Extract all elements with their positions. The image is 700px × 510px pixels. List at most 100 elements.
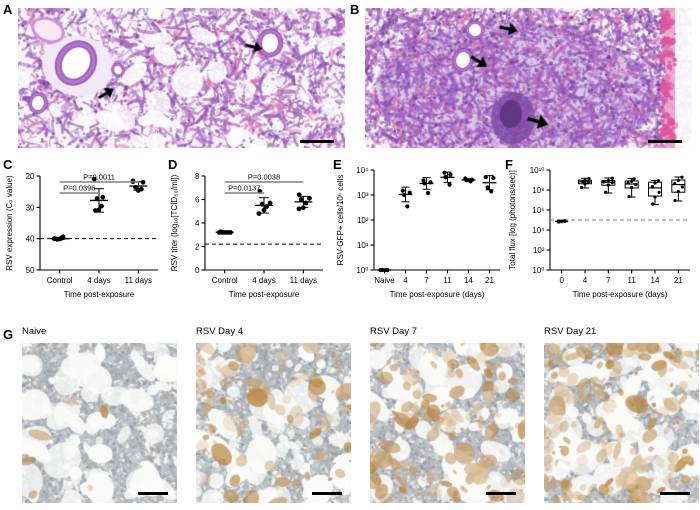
- data-point: [296, 192, 302, 198]
- data-point: [580, 185, 584, 190]
- data-point: [634, 182, 638, 187]
- data-point: [383, 267, 389, 273]
- pvalue-label: P=0.0396: [63, 184, 95, 193]
- y-axis-title: RSV titer (log₁₀[TCID₅₀/ml]): [170, 174, 179, 271]
- data-point: [630, 185, 634, 190]
- data-point: [485, 185, 490, 190]
- data-point: [447, 182, 452, 187]
- panel-label-d: D: [168, 157, 178, 172]
- panel-a-scale-bar: [300, 140, 334, 143]
- data-point: [680, 175, 684, 179]
- data-point: [630, 179, 634, 183]
- data-point: [57, 236, 63, 242]
- data-point: [606, 183, 610, 187]
- data-point: [656, 179, 660, 183]
- x-tick-label: 7: [606, 276, 611, 285]
- data-point: [222, 230, 228, 235]
- data-point: [93, 208, 98, 213]
- panel-g-image-rsv-day-21: [544, 343, 699, 503]
- data-point: [91, 176, 97, 182]
- x-tick-label: 4: [583, 276, 588, 285]
- data-point: [610, 180, 614, 185]
- panel-a-histology-image: [18, 8, 345, 148]
- panel-label-f: F: [505, 157, 513, 172]
- y-tick-label: 0: [195, 266, 200, 275]
- y-tick-label: 50: [26, 266, 35, 275]
- x-axis-title: Time post-exposure (days): [573, 290, 668, 299]
- y-tick-label: 10²: [357, 216, 369, 225]
- data-point: [267, 200, 273, 206]
- data-point: [400, 188, 405, 193]
- data-point: [626, 181, 630, 185]
- y-tick-label: 20: [26, 172, 35, 181]
- data-point: [651, 202, 655, 206]
- data-point: [650, 184, 655, 189]
- data-point: [489, 189, 494, 194]
- data-point: [657, 190, 661, 194]
- panel-label-a: A: [3, 2, 13, 17]
- y-tick-label: 10⁸: [532, 186, 544, 195]
- data-point: [448, 172, 453, 177]
- data-point: [676, 178, 680, 183]
- x-tick-label: Control: [47, 276, 73, 285]
- x-tick-label: 11: [443, 276, 452, 285]
- data-point: [653, 181, 657, 185]
- panel-label-b: B: [350, 2, 360, 17]
- x-tick-label: 21: [674, 276, 683, 285]
- data-point: [604, 190, 608, 194]
- data-point: [133, 184, 138, 190]
- panel-c-chart: 20 30 40 50 Control 4 days 11 days RSV expressi…: [0, 160, 175, 308]
- y-tick-label: 30: [26, 203, 35, 212]
- x-tick-label: 14: [464, 276, 473, 285]
- data-point: [261, 207, 267, 213]
- panel-label-g: G: [3, 327, 14, 342]
- x-tick-label: 11: [628, 276, 637, 285]
- data-point: [562, 219, 567, 223]
- data-point: [307, 195, 312, 201]
- y-tick-label: 10⁴: [356, 166, 369, 175]
- data-point: [443, 174, 448, 180]
- x-axis-title: Time post-exposure (days): [390, 290, 485, 299]
- panel-b-scale-bar: [648, 140, 682, 143]
- x-tick-label: 7: [424, 276, 429, 285]
- data-point: [99, 203, 104, 209]
- data-point: [483, 174, 488, 180]
- data-point: [380, 267, 385, 273]
- data-point: [264, 204, 269, 209]
- data-point: [583, 182, 587, 186]
- panel-g-caption-1: RSV Day 4: [196, 326, 243, 337]
- x-tick-label: 4 days: [252, 276, 276, 285]
- data-point: [425, 190, 431, 196]
- data-point: [556, 219, 561, 223]
- y-tick-label: 10⁴: [532, 226, 545, 235]
- y-tick-label: 2: [195, 243, 200, 252]
- panel-g-caption-3: RSV Day 21: [544, 326, 597, 337]
- x-tick-label: 4 days: [87, 276, 111, 285]
- x-axis-title: Time post-exposure: [229, 290, 300, 299]
- data-point: [256, 211, 262, 216]
- data-point: [303, 200, 309, 206]
- y-tick-label: 10⁶: [532, 206, 544, 215]
- pvalue-label: P=0.0137: [228, 184, 260, 193]
- data-point: [587, 176, 591, 181]
- data-point: [296, 206, 302, 212]
- panel-label-e: E: [333, 157, 342, 172]
- x-tick-label: 14: [651, 276, 660, 285]
- panel-e-chart: 10⁰ 10¹ 10² 10³ 10⁴ Naive 4 7 11 14 21 RSV-GFP+ cel…: [330, 160, 515, 308]
- data-point: [676, 189, 680, 194]
- data-point: [464, 178, 469, 183]
- panel-label-c: C: [3, 157, 13, 172]
- data-point: [632, 177, 636, 181]
- x-tick-label: Naive: [374, 276, 395, 285]
- data-point: [680, 185, 684, 189]
- y-tick-label: 10²: [533, 246, 545, 255]
- panel-g-image-rsv-day-7: [370, 343, 525, 503]
- x-tick-label: 0: [559, 276, 564, 285]
- panel-g-scale-bar-2: [486, 492, 516, 495]
- x-axis-title: Time post-exposure: [64, 290, 135, 299]
- panel-g-scale-bar-3: [660, 492, 690, 495]
- panel-g-image-rsv-day-4: [196, 343, 351, 503]
- y-tick-label: 10¹⁰: [530, 166, 545, 175]
- data-point: [405, 204, 410, 209]
- data-point: [606, 179, 610, 183]
